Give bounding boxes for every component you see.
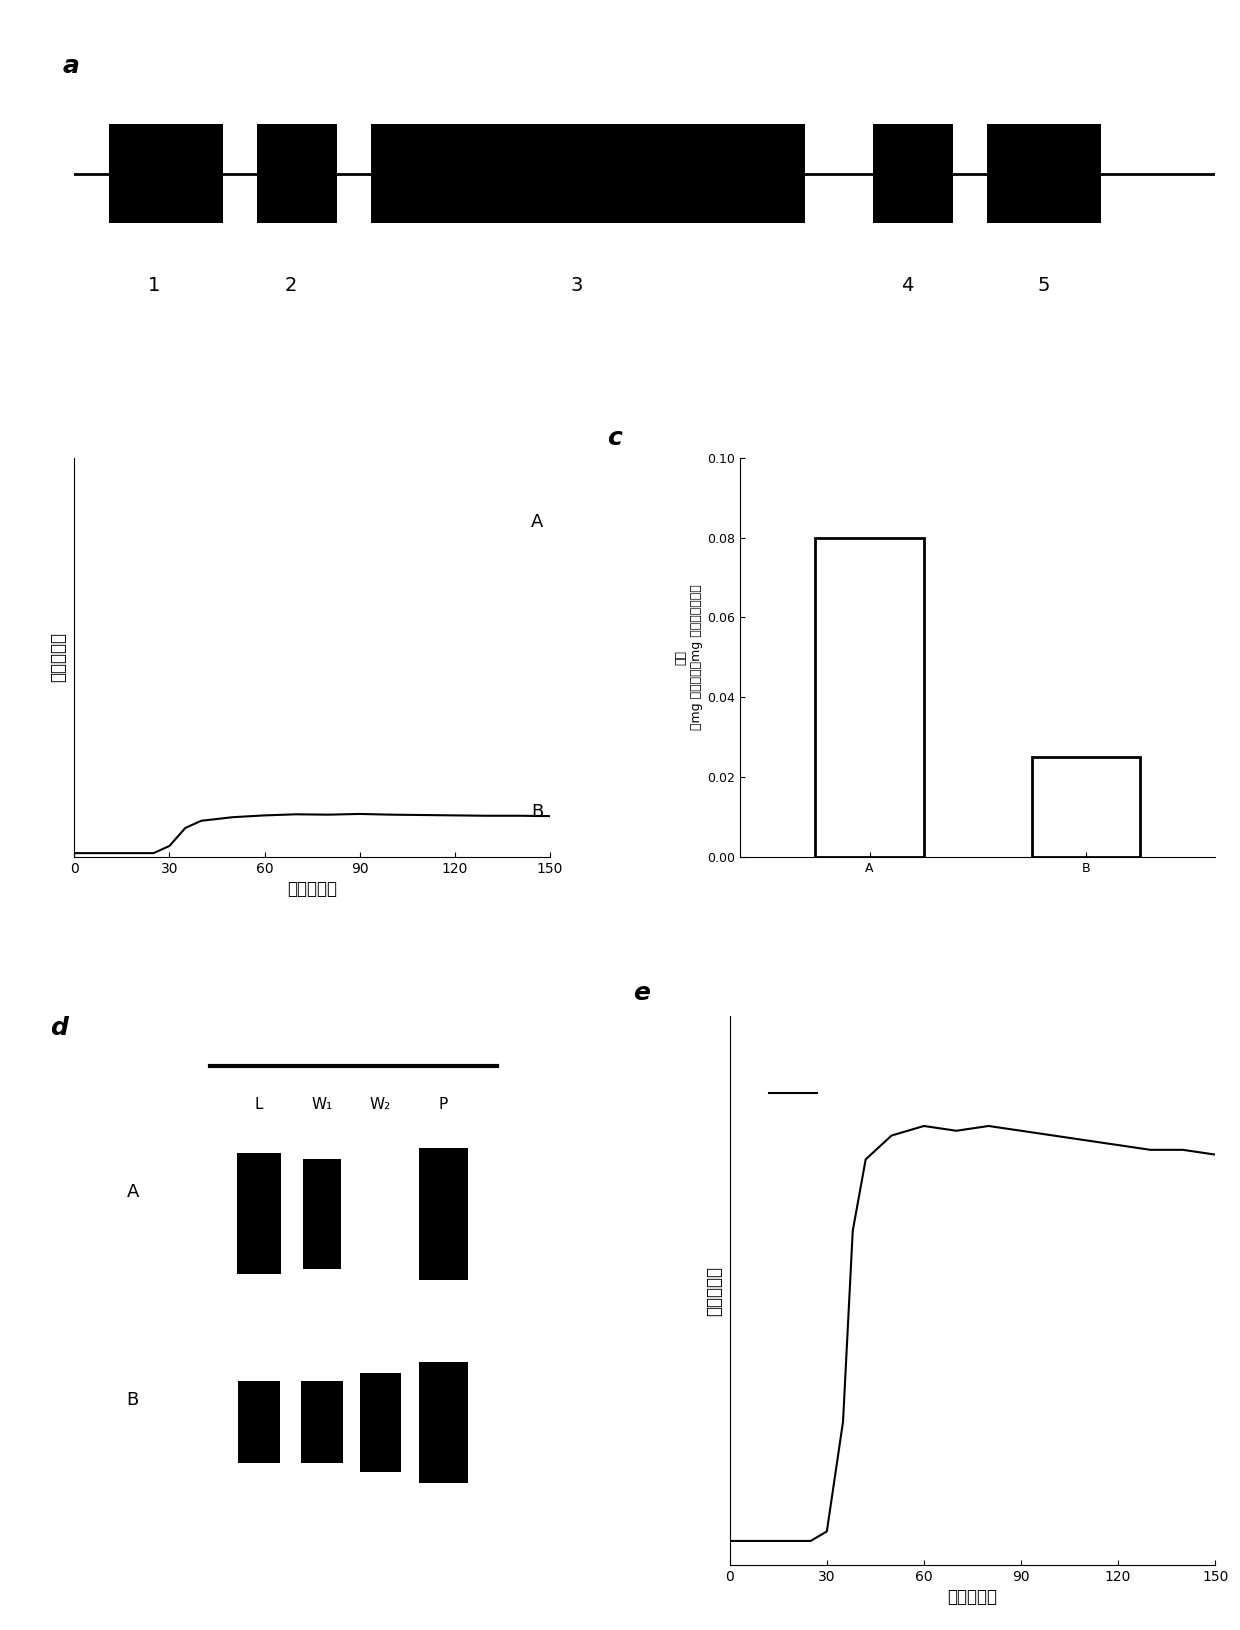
Text: e: e <box>632 981 650 1006</box>
Text: 5: 5 <box>1038 275 1050 295</box>
Bar <box>109 124 223 223</box>
Y-axis label: 生物层厚度: 生物层厚度 <box>704 1265 723 1315</box>
Bar <box>238 1381 279 1464</box>
Bar <box>419 1148 467 1280</box>
Bar <box>257 124 337 223</box>
Bar <box>873 124 952 223</box>
Text: B: B <box>531 804 543 822</box>
Text: a: a <box>63 54 79 78</box>
Text: A: A <box>531 513 543 531</box>
Bar <box>237 1154 280 1275</box>
Text: W₁: W₁ <box>311 1097 332 1112</box>
Bar <box>371 124 805 223</box>
Bar <box>1032 756 1140 857</box>
Text: W₂: W₂ <box>370 1097 391 1112</box>
X-axis label: 时间（秒）: 时间（秒） <box>288 880 337 898</box>
X-axis label: 时间（秒）: 时间（秒） <box>947 1588 997 1606</box>
Bar <box>816 538 924 857</box>
Bar <box>419 1361 467 1483</box>
Text: c: c <box>606 425 621 450</box>
Bar <box>360 1372 401 1472</box>
Text: B: B <box>126 1392 139 1410</box>
Text: L: L <box>254 1097 263 1112</box>
Bar <box>301 1381 342 1464</box>
Text: 4: 4 <box>901 275 914 295</box>
Bar <box>303 1159 341 1268</box>
Y-axis label: 吸收
（mg 纳米抗体／mg 二氧化硬粒子）: 吸收 （mg 纳米抗体／mg 二氧化硬粒子） <box>675 585 703 730</box>
Bar <box>987 124 1101 223</box>
Text: P: P <box>439 1097 448 1112</box>
Text: d: d <box>50 1015 68 1040</box>
Text: 3: 3 <box>570 275 583 295</box>
Y-axis label: 生物层厚度: 生物层厚度 <box>50 632 67 683</box>
Text: 1: 1 <box>148 275 160 295</box>
Text: 2: 2 <box>285 275 298 295</box>
Text: A: A <box>126 1183 139 1201</box>
